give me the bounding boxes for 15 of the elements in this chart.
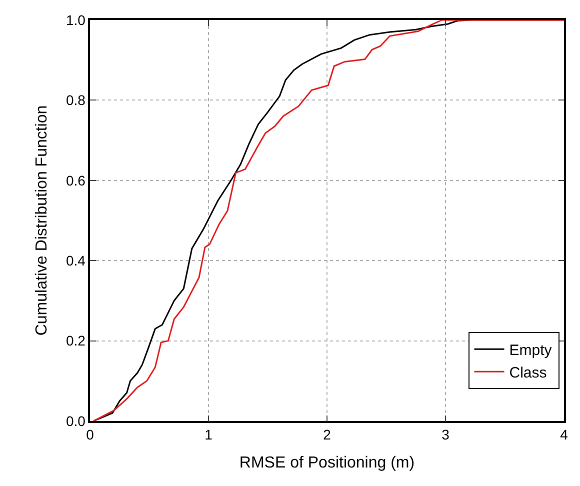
x-tick-label: 3 (442, 426, 450, 443)
y-axis-title: Cumulative Distribution Function (33, 105, 50, 336)
x-axis-title: RMSE of Positioning (m) (239, 454, 415, 472)
legend-label: Class (509, 364, 547, 382)
y-tick-label: 0.8 (66, 92, 86, 108)
y-tick-label: 0.0 (66, 412, 86, 429)
y-tick-label: 0.2 (66, 332, 86, 349)
x-tick-label: 0 (86, 426, 94, 443)
y-tick-label: 0.4 (66, 252, 86, 268)
legend-label: Empty (509, 342, 552, 360)
y-tick-label: 1.0 (66, 12, 86, 28)
x-tick-label: 2 (323, 426, 332, 443)
x-tick-label: 4 (560, 426, 568, 443)
x-tick-label: 1 (204, 426, 213, 443)
y-tick-label: 0.6 (66, 172, 86, 188)
